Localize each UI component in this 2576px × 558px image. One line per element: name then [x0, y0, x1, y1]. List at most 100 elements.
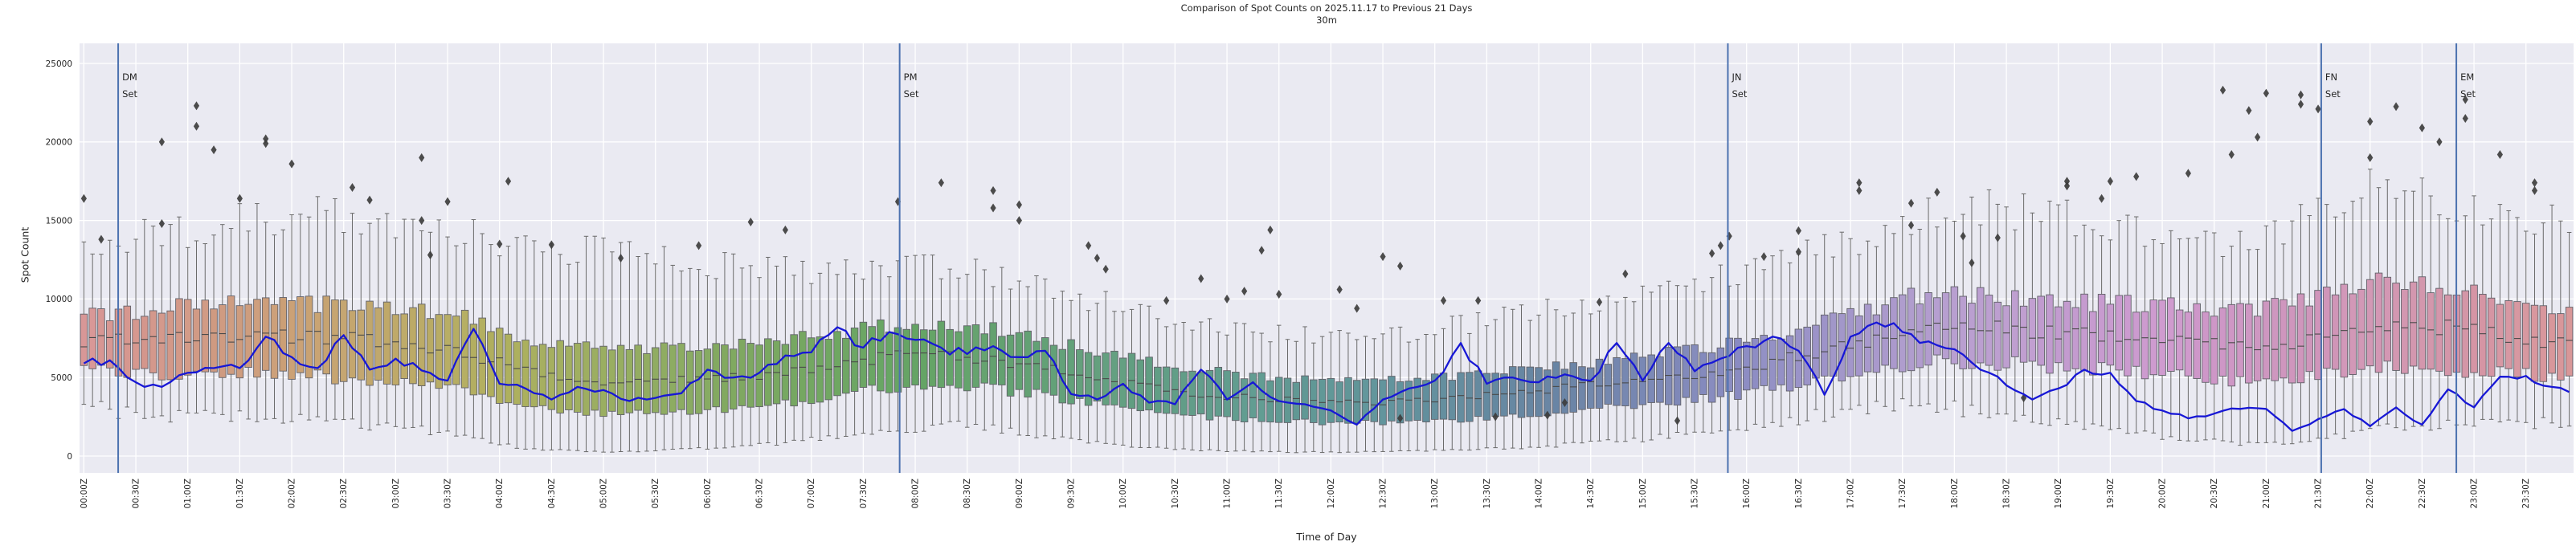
x-axis-label: Time of Day — [1296, 531, 1357, 543]
box-5min — [504, 333, 513, 404]
box-5min — [80, 313, 88, 366]
x-tick-label: 06:00Z — [703, 479, 713, 508]
box-5min — [1388, 376, 1396, 422]
x-tick-label: 01:00Z — [183, 479, 193, 508]
box-5min — [1785, 335, 1794, 392]
x-tick-label: 07:30Z — [859, 479, 869, 508]
box-5min — [97, 308, 105, 366]
box-5min — [799, 331, 807, 402]
box-5min — [842, 337, 850, 394]
box-5min — [1240, 378, 1249, 422]
box-5min — [2236, 303, 2244, 377]
x-tick-label: 18:30Z — [2002, 479, 2012, 508]
x-tick-label: 08:30Z — [963, 479, 972, 508]
box-5min — [2280, 299, 2288, 379]
box-5min — [417, 303, 426, 386]
chart-title-line1: Comparison of Spot Counts on 2025.11.17 … — [1180, 2, 1473, 14]
outlier-diamond — [618, 254, 624, 263]
outlier-diamond — [1717, 241, 1723, 250]
outlier-diamond — [427, 250, 434, 260]
box-5min — [288, 299, 296, 380]
box-5min — [1301, 375, 1309, 420]
x-tick-label: 03:00Z — [391, 479, 401, 508]
box-5min — [1941, 292, 1950, 360]
box-5min — [279, 297, 288, 372]
box-5min — [1560, 369, 1569, 414]
x-tick-label: 17:30Z — [1898, 479, 1907, 508]
box-5min — [816, 336, 824, 403]
sunset-line-label: PM — [904, 71, 918, 83]
outlier-diamond — [211, 145, 217, 155]
box-5min — [253, 299, 261, 378]
box-5min — [1500, 373, 1508, 417]
outlier-diamond — [2531, 178, 2538, 188]
outlier-diamond — [1397, 413, 1404, 423]
box-5min — [201, 299, 210, 373]
outlier-diamond — [2315, 104, 2321, 114]
x-tick-label: 02:00Z — [288, 479, 297, 508]
y-tick-label: 15000 — [46, 216, 72, 226]
box-5min — [920, 329, 928, 390]
outlier-diamond — [263, 139, 269, 149]
box-5min — [1985, 295, 1993, 366]
box-5min — [625, 348, 634, 413]
box-5min — [746, 343, 755, 408]
box-5min — [1067, 339, 1075, 405]
x-tick-label: 04:00Z — [495, 479, 505, 508]
box-5min — [1924, 292, 1932, 366]
sunset-line-label: Set — [1732, 88, 1747, 100]
x-tick-label: 13:30Z — [1482, 479, 1492, 508]
box-5min — [1457, 372, 1465, 423]
box-5min — [1829, 312, 1838, 377]
box-5min — [2461, 290, 2470, 378]
box-5min — [729, 348, 738, 409]
box-5min — [893, 327, 902, 393]
box-5min — [1439, 373, 1448, 420]
x-tick-label: 03:30Z — [444, 479, 453, 508]
outlier-diamond — [263, 134, 269, 144]
box-5min — [1890, 297, 1898, 369]
x-tick-label: 14:00Z — [1535, 479, 1544, 508]
outlier-diamond — [419, 216, 425, 226]
box-5min — [538, 344, 547, 406]
box-5min — [2175, 309, 2184, 371]
x-tick-label: 21:00Z — [2262, 479, 2271, 508]
outlier-diamond — [1561, 397, 1568, 407]
x-tick-label: 16:30Z — [1794, 479, 1804, 508]
x-tick-label: 00:00Z — [80, 479, 89, 508]
box-5min — [495, 328, 504, 404]
outlier-diamond — [497, 239, 503, 249]
box-5min — [261, 297, 270, 371]
x-tick-label: 11:30Z — [1274, 479, 1284, 508]
box-5min — [928, 329, 937, 387]
box-5min — [1933, 297, 1941, 356]
box-5min — [937, 320, 946, 389]
box-5min — [2193, 303, 2201, 379]
box-5min — [1361, 378, 1370, 422]
box-5min — [1595, 358, 1604, 409]
outlier-diamond — [349, 183, 356, 193]
box-5min — [2409, 281, 2418, 367]
box-5min — [1768, 340, 1777, 391]
outlier-diamond — [419, 153, 425, 162]
chart-title: Comparison of Spot Counts on 2025.11.17 … — [80, 2, 2574, 26]
box-5min — [219, 304, 227, 378]
sunset-line-label: EM — [2460, 71, 2474, 83]
x-tick-label: 18:00Z — [1950, 479, 1960, 508]
box-5min — [1629, 352, 1638, 409]
outlier-diamond — [2255, 132, 2261, 142]
box-5min — [565, 345, 573, 410]
x-tick-label: 17:00Z — [1846, 479, 1856, 508]
box-5min — [2487, 297, 2496, 377]
box-5min — [1249, 373, 1257, 418]
box-5min — [1855, 315, 1863, 377]
outlier-diamond — [1795, 247, 1801, 257]
box-5min — [1812, 324, 1820, 379]
x-tick-label: 10:30Z — [1171, 479, 1180, 508]
box-5min — [1110, 350, 1118, 405]
box-5min — [426, 318, 435, 383]
box-5min — [868, 326, 876, 386]
box-5min — [374, 307, 382, 381]
box-5min — [2521, 303, 2530, 369]
box-5min — [366, 300, 374, 386]
